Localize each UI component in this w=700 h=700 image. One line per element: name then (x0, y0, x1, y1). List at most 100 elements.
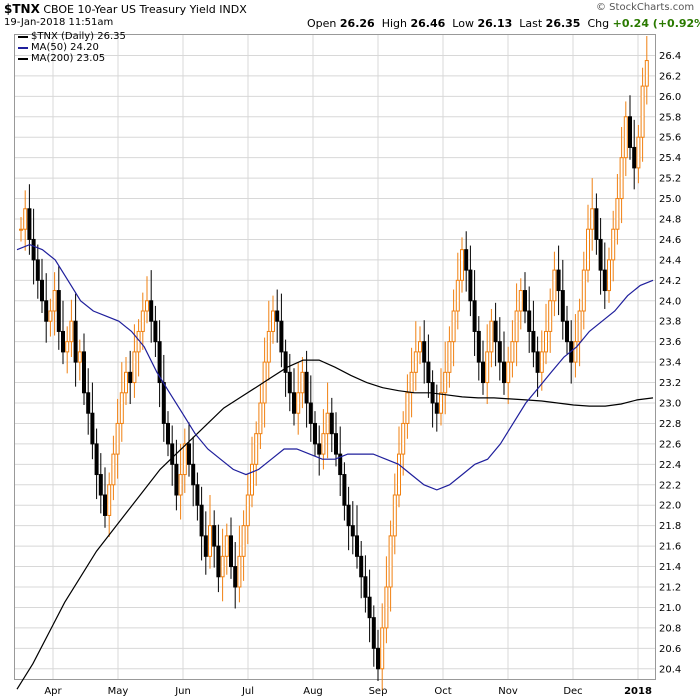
candle-body (153, 320, 158, 343)
candle-body (602, 269, 607, 292)
candle-body (481, 361, 485, 384)
candle-body (94, 443, 99, 476)
candle-body (342, 474, 347, 506)
candle-body (544, 330, 548, 353)
candle-body (325, 412, 330, 435)
candle-body (208, 525, 212, 557)
candle-body (346, 504, 351, 527)
y-tick-label: 24.6 (659, 235, 681, 246)
candle-body (111, 453, 116, 486)
candle-body (489, 320, 494, 353)
candle-body (220, 555, 225, 578)
ma50-line (16, 243, 654, 491)
legend-swatch-price (18, 35, 28, 38)
candle-body (611, 228, 616, 261)
candle-body (422, 341, 427, 363)
candle-body (35, 259, 40, 281)
chart-header: $TNX CBOE 10-Year US Treasury Yield INDX… (0, 0, 700, 34)
stockcharts-logo[interactable]: © StockCharts.com (596, 2, 695, 13)
candle-body (338, 453, 343, 476)
legend-item-ma50: MA(50) 24.20 (18, 42, 126, 53)
candle-body (535, 351, 540, 373)
candle-body (292, 392, 296, 414)
candle-body (321, 433, 326, 455)
candle-body (380, 627, 385, 670)
candle-body (149, 300, 154, 322)
ohlc-readout: Open 26.26 High 26.46 Low 26.13 Last 26.… (307, 17, 700, 30)
candle-body (73, 320, 78, 363)
candle-body (468, 269, 473, 302)
x-tick-label: Nov (498, 686, 518, 697)
candle-body (615, 198, 620, 230)
candle-body (401, 422, 406, 455)
candle-body (103, 494, 107, 516)
candle-body (128, 371, 133, 384)
candle-body (182, 443, 187, 476)
candle-body (573, 341, 578, 363)
y-tick-label: 25.4 (659, 153, 681, 164)
candle-body (619, 157, 624, 200)
candle-body (56, 290, 61, 332)
candle-body (187, 443, 191, 465)
candle-body (623, 116, 628, 159)
candle-body (560, 290, 565, 322)
y-tick-label: 23.8 (659, 317, 681, 328)
candle-body (48, 310, 53, 322)
candle-body (124, 371, 128, 394)
candle-body (157, 341, 162, 384)
candle-body (178, 474, 183, 496)
x-tick-label: Aug (303, 686, 323, 697)
x-tick-label: Sep (369, 686, 388, 697)
candle-body (397, 453, 401, 496)
candle-body (90, 412, 95, 445)
ticker-symbol[interactable]: $TNX (4, 2, 40, 16)
candle-body (644, 60, 649, 87)
candle-body (329, 412, 334, 435)
candle-body (199, 504, 204, 537)
y-tick-label: 22.6 (659, 439, 681, 450)
candle-body (586, 228, 590, 271)
legend-item-price: $TNX (Daily) 26.35 (18, 31, 126, 42)
candle-body (371, 617, 376, 649)
candle-body (313, 422, 317, 445)
y-tick-label: 24.0 (659, 296, 681, 307)
open-value: 26.26 (339, 17, 375, 30)
candle-body (40, 279, 44, 302)
candle-body (86, 392, 91, 414)
candle-body (166, 422, 170, 445)
candle-body (493, 320, 498, 343)
candle-body (170, 443, 175, 465)
ma200-line (16, 359, 654, 690)
x-tick-label: Dec (563, 686, 582, 697)
candle-body (317, 443, 322, 455)
candle-body (23, 208, 28, 230)
datetime-label: 19-Jan-2018 11:51am (4, 17, 114, 28)
candle-body (451, 310, 456, 343)
candle-body (514, 310, 519, 343)
candle-body (502, 361, 506, 384)
candle-body (636, 136, 641, 169)
candle-body (27, 208, 32, 240)
chart-plot-area[interactable] (14, 34, 656, 680)
candle-body (548, 300, 553, 332)
candle-body (271, 310, 275, 332)
y-tick-label: 21.2 (659, 583, 681, 594)
candle-body (119, 392, 124, 424)
candle-body (145, 300, 149, 312)
candle-body (69, 320, 74, 343)
y-tick-label: 26.4 (659, 51, 681, 62)
y-tick-label: 22.2 (659, 480, 681, 491)
candle-body (460, 249, 464, 281)
candle-body (628, 116, 632, 148)
candle-body (581, 269, 586, 312)
candle-body (455, 279, 460, 312)
y-tick-label: 24.8 (659, 215, 681, 226)
candle-body (61, 330, 65, 353)
candle-body (115, 422, 120, 455)
candle-body (77, 351, 82, 363)
candle-body (518, 290, 523, 312)
y-tick-label: 24.4 (659, 255, 681, 266)
candle-body (308, 402, 313, 424)
candle-body (577, 310, 582, 343)
